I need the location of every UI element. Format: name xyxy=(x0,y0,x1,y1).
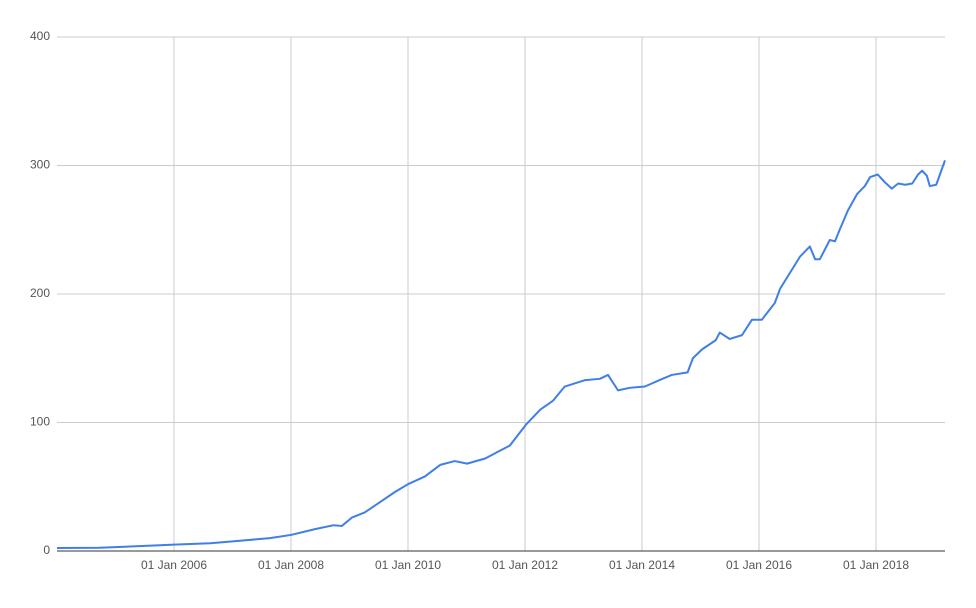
y-tick-label: 100 xyxy=(30,415,50,429)
x-tick-label: 01 Jan 2014 xyxy=(609,558,675,572)
y-tick-label: 400 xyxy=(30,29,50,43)
x-tick-label: 01 Jan 2012 xyxy=(492,558,558,572)
y-tick-label: 200 xyxy=(30,286,50,300)
x-tick-label: 01 Jan 2016 xyxy=(726,558,792,572)
x-tick-label: 01 Jan 2006 xyxy=(141,558,207,572)
x-tick-label: 01 Jan 2018 xyxy=(843,558,909,572)
x-tick-label: 01 Jan 2008 xyxy=(258,558,324,572)
y-tick-label: 300 xyxy=(30,158,50,172)
data-line xyxy=(56,160,946,550)
x-tick-label: 01 Jan 2010 xyxy=(375,558,441,572)
y-tick-label: 0 xyxy=(43,543,50,557)
